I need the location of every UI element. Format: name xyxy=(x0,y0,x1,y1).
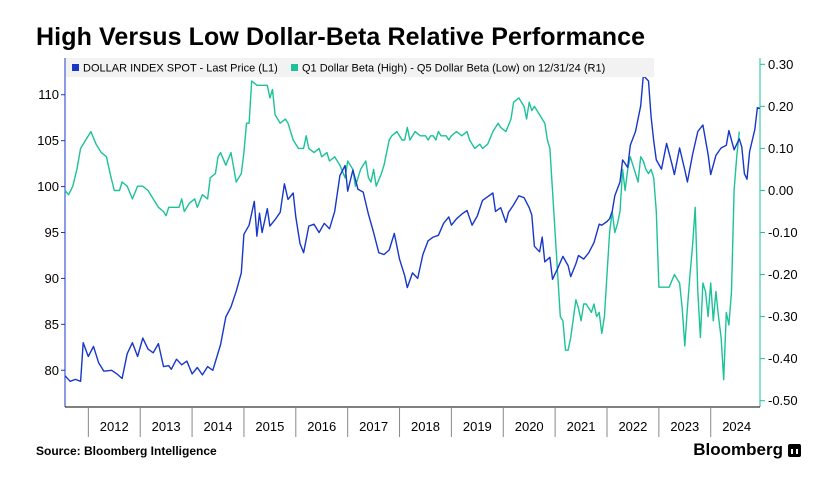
right-tick-label: -0.30 xyxy=(768,309,798,324)
series-line-dollar-index xyxy=(64,74,761,382)
left-tick-label: 95 xyxy=(45,225,59,240)
source-note: Source: Bloomberg Intelligence xyxy=(36,444,217,458)
bloomberg-mark-icon xyxy=(788,443,801,457)
series-line-dollar-beta xyxy=(64,80,740,381)
left-tick-label: 85 xyxy=(45,317,59,332)
chart-frame: 80 85 90 95 100 105 110 0.30 0.20 0.10 0.00 -0.10 -0… xyxy=(37,57,798,437)
legend-label-dollar: DOLLAR INDEX SPOT - Last Price (L1) xyxy=(83,63,278,75)
x-tick-label: 2012 xyxy=(100,419,129,434)
x-tick-label: 2021 xyxy=(567,419,596,434)
x-tick-label: 2013 xyxy=(152,419,181,434)
bloomberg-logo: Bloomberg xyxy=(693,440,801,460)
right-tick-label: 0.00 xyxy=(768,183,793,198)
x-tick-label: 2022 xyxy=(618,419,647,434)
right-tick-label: -0.10 xyxy=(768,225,798,240)
left-tick-label: 80 xyxy=(45,363,59,378)
legend-swatch-dollar xyxy=(72,64,79,71)
brand-name: Bloomberg xyxy=(693,440,783,459)
x-tick-label: 2024 xyxy=(722,419,751,434)
right-tick-label: 0.10 xyxy=(768,141,793,156)
left-tick-label: 105 xyxy=(37,133,59,148)
right-tick-label: 0.20 xyxy=(768,99,793,114)
chart-title: High Versus Low Dollar-Beta Relative Per… xyxy=(36,23,646,51)
right-tick-label: 0.30 xyxy=(768,57,793,72)
legend-background xyxy=(66,58,654,77)
legend-label-beta: Q1 Dollar Beta (High) - Q5 Dollar Beta (… xyxy=(302,63,605,75)
x-tick-label: 2023 xyxy=(670,419,699,434)
x-tick-label: 2020 xyxy=(515,419,544,434)
right-tick-label: -0.40 xyxy=(768,351,798,366)
x-tick-label: 2015 xyxy=(255,419,284,434)
chart-marks xyxy=(64,74,761,382)
left-tick-label: 90 xyxy=(45,271,59,286)
right-tick-label: -0.50 xyxy=(768,393,798,408)
x-tick-label: 2019 xyxy=(463,419,492,434)
x-tick-label: 2014 xyxy=(204,419,233,434)
legend: DOLLAR INDEX SPOT - Last Price (L1) Q1 D… xyxy=(66,58,654,77)
x-tick-label: 2016 xyxy=(307,419,336,434)
left-tick-label: 100 xyxy=(37,179,59,194)
x-tick-label: 2018 xyxy=(411,419,440,434)
legend-swatch-beta xyxy=(291,64,298,71)
x-tick-label: 2017 xyxy=(359,419,388,434)
left-tick-label: 110 xyxy=(38,87,59,102)
right-tick-label: -0.20 xyxy=(768,267,798,282)
